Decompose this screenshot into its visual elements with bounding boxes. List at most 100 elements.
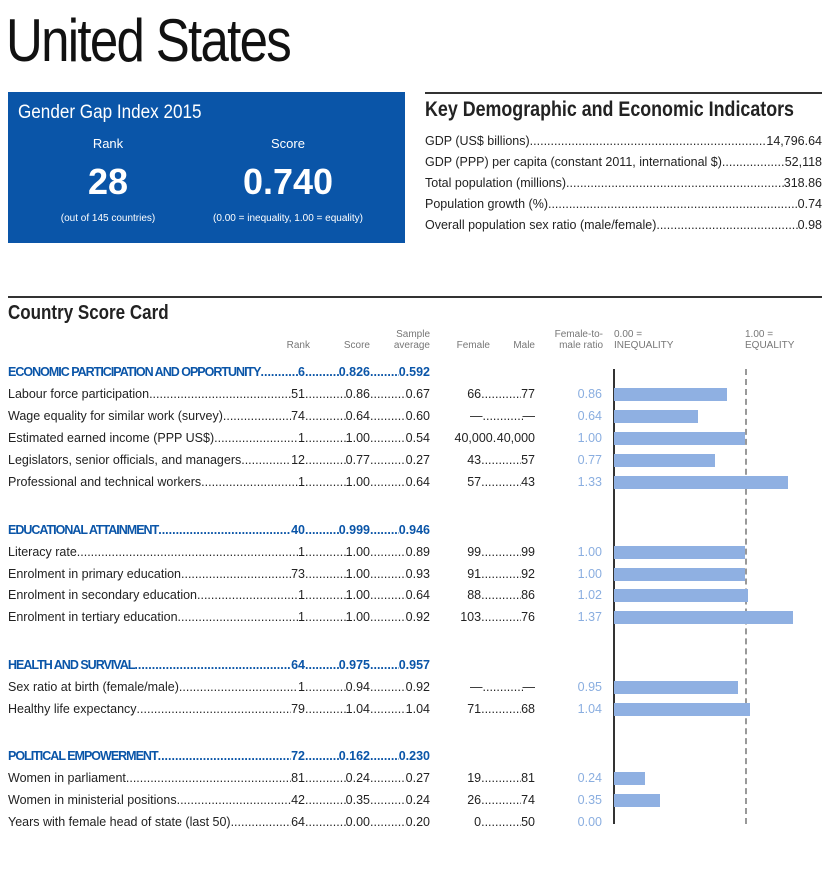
section-score: 0.162 — [338, 749, 370, 763]
row-female: 99 — [467, 545, 482, 559]
score-label: Score — [271, 136, 305, 151]
section-label: EDUCATIONAL ATTAINMENT — [8, 523, 159, 537]
row-rank: 73 — [291, 567, 305, 581]
row-ratio: 0.35 — [577, 793, 602, 807]
row-score: 0.24 — [345, 771, 370, 785]
row-female: 26 — [467, 793, 482, 807]
section-score: 0.826 — [338, 365, 370, 379]
row-score: 0.35 — [345, 793, 370, 807]
dot-leader — [481, 771, 521, 785]
indicator-score-row: Enrolment in primary education 73 1.00 0.… — [8, 564, 838, 586]
row-average: 0.27 — [405, 771, 430, 785]
row-label: Enrolment in secondary education — [8, 588, 198, 602]
section-average: 0.592 — [398, 365, 430, 379]
row-score: 0.77 — [345, 453, 370, 467]
dot-leader — [483, 680, 523, 694]
rank-label: Rank — [92, 136, 124, 151]
dot-leader — [305, 680, 346, 694]
row-label: Literacy rate — [8, 545, 77, 559]
row-label: Enrolment in primary education — [8, 567, 181, 581]
section-label: HEALTH AND SURVIVAL — [8, 658, 135, 672]
row-female: 88 — [467, 588, 482, 602]
row-female: 43 — [467, 453, 482, 467]
row-average: 0.27 — [405, 453, 430, 467]
dot-leader — [370, 658, 399, 672]
row-label: Sex ratio at birth (female/male) — [8, 680, 179, 694]
score-block: Score 0.740 (0.00 = inequality, 1.00 = e… — [198, 136, 378, 224]
dot-leader — [149, 387, 291, 401]
row-rank: 81 — [291, 771, 305, 785]
indicator-label: GDP (US$ billions) — [425, 133, 530, 148]
row-score: 0.94 — [345, 680, 370, 694]
row-label: Professional and technical workers — [8, 475, 202, 489]
row-label: Legislators, senior officials, and manag… — [8, 453, 242, 467]
indicator-row: Population growth (%) 0.74 — [425, 193, 822, 214]
row-rank: 1 — [298, 610, 305, 624]
section-label: POLITICAL EMPOWERMENT — [8, 749, 159, 763]
dot-leader — [178, 610, 299, 624]
row-male: 99 — [521, 545, 535, 559]
indicator-score-row: Literacy rate 1 1.00 0.89 99 99 1.00 — [8, 542, 838, 564]
row-male: 74 — [521, 793, 535, 807]
dot-leader — [134, 658, 291, 672]
ratio-bar — [614, 546, 745, 559]
dot-leader — [305, 453, 346, 467]
dot-leader — [481, 567, 521, 581]
row-ratio: 1.00 — [577, 567, 602, 581]
row-label: Women in parliament — [8, 771, 126, 785]
row-score: 1.04 — [345, 702, 370, 716]
dot-leader — [370, 702, 406, 716]
rank-value: 28 — [87, 161, 129, 202]
indicator-score-row: Sex ratio at birth (female/male) 1 0.94 0… — [8, 677, 838, 699]
row-average: 0.92 — [405, 610, 430, 624]
indicator-value: 0.98 — [797, 217, 822, 232]
dot-leader — [305, 793, 346, 807]
header-male: Male — [513, 340, 535, 351]
dot-leader — [656, 218, 797, 232]
row-label: Healthy life expectancy — [8, 702, 137, 716]
row-score: 1.00 — [345, 567, 370, 581]
section-average: 0.946 — [398, 523, 430, 537]
row-female: 103 — [460, 610, 482, 624]
section-average: 0.957 — [398, 658, 430, 672]
row-average: 0.20 — [405, 815, 430, 829]
row-average: 0.64 — [405, 588, 430, 602]
dot-leader — [370, 749, 399, 763]
row-score: 0.00 — [345, 815, 370, 829]
indicator-score-row: Enrolment in secondary education 1 1.00 0… — [8, 585, 838, 607]
section-row: HEALTH AND SURVIVAL 64 0.975 0.957 — [8, 655, 838, 677]
row-ratio: 1.00 — [577, 545, 602, 559]
row-male: 57 — [521, 453, 535, 467]
dot-leader — [223, 409, 291, 423]
row-female: 66 — [467, 387, 482, 401]
dot-leader — [305, 658, 339, 672]
dot-leader — [481, 815, 521, 829]
row-score: 1.00 — [345, 588, 370, 602]
indicator-score-row: Labour force participation 51 0.86 0.67 6… — [8, 384, 838, 406]
dot-leader — [177, 793, 292, 807]
country-score-card: Country Score Card — [8, 296, 822, 325]
section-average: 0.230 — [398, 749, 430, 763]
ratio-bar — [614, 454, 715, 467]
dot-leader — [370, 431, 406, 445]
row-average: 1.04 — [405, 702, 430, 716]
indicator-label: Overall population sex ratio (male/femal… — [425, 217, 657, 232]
indicator-label: GDP (PPP) per capita (constant 2011, int… — [425, 154, 722, 169]
ratio-bar — [614, 681, 739, 694]
dot-leader — [231, 815, 292, 829]
dot-leader — [261, 365, 299, 379]
row-ratio: 0.64 — [577, 409, 602, 423]
dot-leader — [481, 475, 521, 489]
score-note: (0.00 = inequality, 1.00 = equality) — [213, 213, 363, 224]
row-male: 76 — [521, 610, 535, 624]
row-rank: 1 — [298, 680, 305, 694]
section-score: 0.975 — [338, 658, 370, 672]
dot-leader — [370, 523, 399, 537]
row-female: — — [470, 680, 483, 694]
key-indicators: Key Demographic and Economic Indicators … — [425, 92, 822, 235]
row-male: 77 — [521, 387, 535, 401]
dot-leader — [305, 771, 346, 785]
section-rank: 40 — [291, 523, 305, 537]
row-ratio: 0.00 — [577, 815, 602, 829]
row-rank: 1 — [298, 545, 305, 559]
